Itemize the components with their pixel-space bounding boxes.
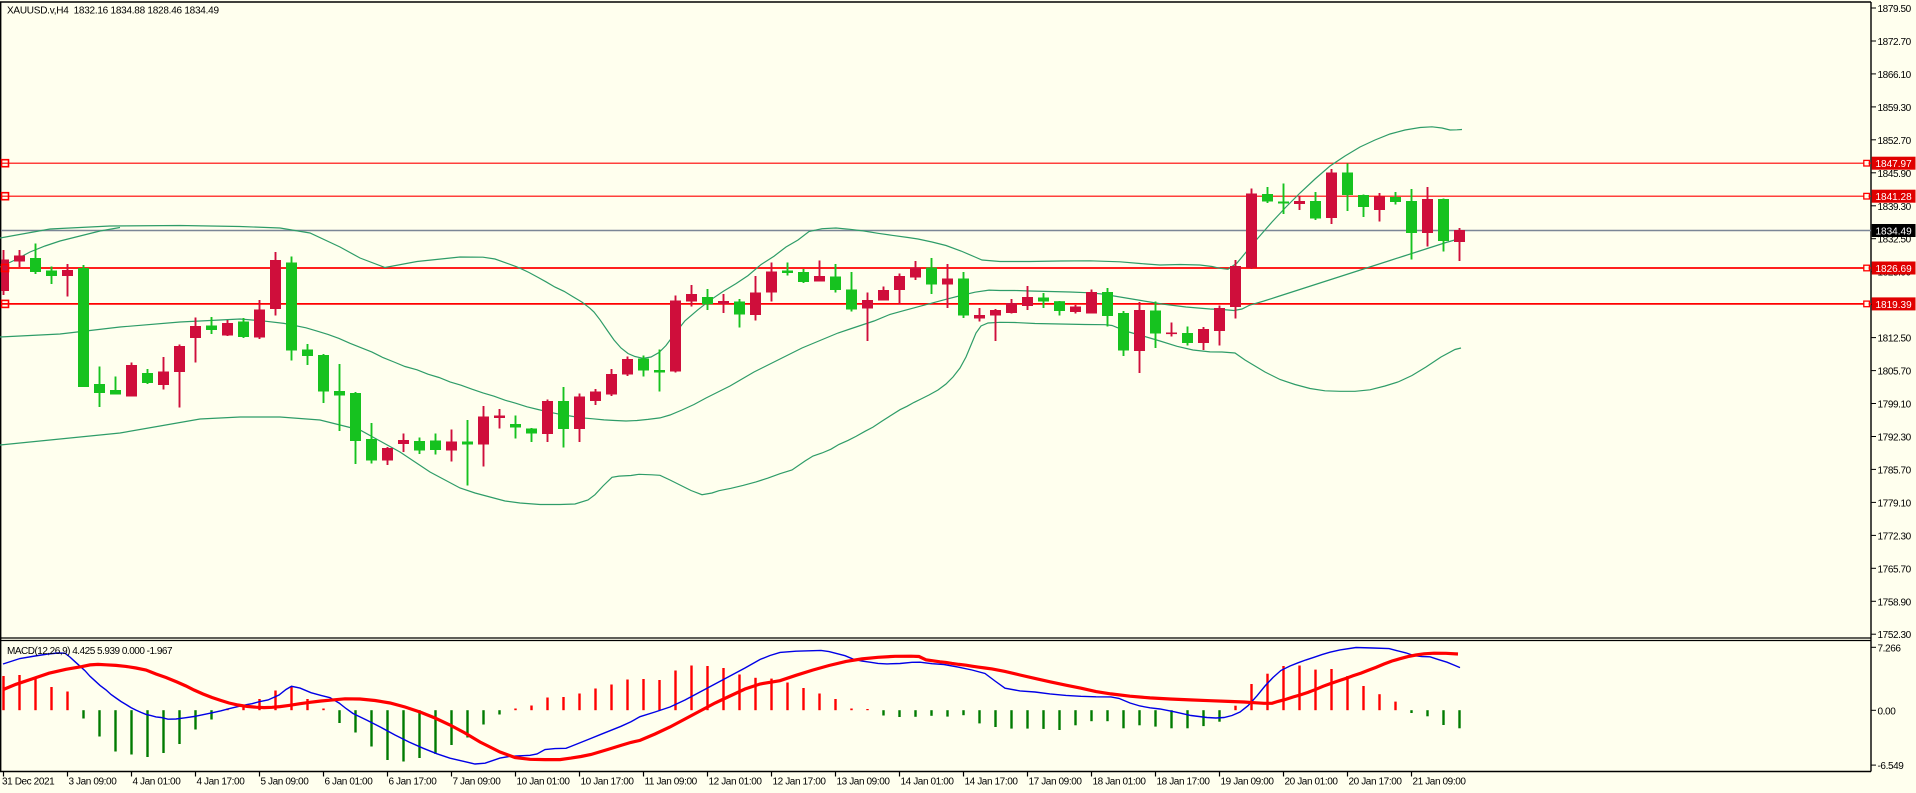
- svg-text:10 Jan 01:00: 10 Jan 01:00: [517, 777, 571, 788]
- svg-text:1845.90: 1845.90: [1878, 169, 1912, 180]
- svg-text:1779.10: 1779.10: [1878, 498, 1912, 509]
- svg-text:4 Jan 01:00: 4 Jan 01:00: [133, 777, 182, 788]
- svg-text:1866.10: 1866.10: [1878, 70, 1912, 81]
- svg-text:19 Jan 09:00: 19 Jan 09:00: [1221, 777, 1275, 788]
- svg-text:1819.39: 1819.39: [1876, 300, 1913, 311]
- svg-text:1839.30: 1839.30: [1878, 202, 1912, 213]
- svg-text:1792.30: 1792.30: [1878, 433, 1912, 444]
- svg-text:1852.70: 1852.70: [1878, 136, 1912, 147]
- svg-text:4 Jan 17:00: 4 Jan 17:00: [197, 777, 246, 788]
- svg-text:1879.50: 1879.50: [1878, 4, 1912, 15]
- svg-text:1752.30: 1752.30: [1878, 630, 1912, 641]
- svg-text:-6.549: -6.549: [1878, 761, 1905, 772]
- svg-text:17 Jan 09:00: 17 Jan 09:00: [1029, 777, 1083, 788]
- svg-text:1799.10: 1799.10: [1878, 400, 1912, 411]
- svg-text:1832.50: 1832.50: [1878, 235, 1912, 246]
- svg-text:1812.50: 1812.50: [1878, 334, 1912, 345]
- svg-text:18 Jan 17:00: 18 Jan 17:00: [1157, 777, 1211, 788]
- svg-text:31 Dec 2021: 31 Dec 2021: [2, 777, 55, 788]
- svg-text:1841.28: 1841.28: [1876, 192, 1913, 203]
- svg-text:12 Jan 17:00: 12 Jan 17:00: [773, 777, 827, 788]
- svg-text:3 Jan 09:00: 3 Jan 09:00: [69, 777, 118, 788]
- svg-text:6 Jan 01:00: 6 Jan 01:00: [325, 777, 374, 788]
- svg-text:14 Jan 01:00: 14 Jan 01:00: [901, 777, 955, 788]
- svg-text:13 Jan 09:00: 13 Jan 09:00: [837, 777, 891, 788]
- svg-text:10 Jan 17:00: 10 Jan 17:00: [581, 777, 635, 788]
- svg-text:1805.70: 1805.70: [1878, 367, 1912, 378]
- svg-text:0.00: 0.00: [1878, 706, 1897, 717]
- svg-text:18 Jan 01:00: 18 Jan 01:00: [1093, 777, 1147, 788]
- svg-text:1872.70: 1872.70: [1878, 37, 1912, 48]
- svg-text:20 Jan 17:00: 20 Jan 17:00: [1349, 777, 1403, 788]
- svg-text:6 Jan 17:00: 6 Jan 17:00: [389, 777, 438, 788]
- svg-text:1826.69: 1826.69: [1876, 264, 1913, 275]
- svg-text:1847.97: 1847.97: [1876, 159, 1913, 170]
- svg-text:21 Jan 09:00: 21 Jan 09:00: [1413, 777, 1467, 788]
- svg-text:20 Jan 01:00: 20 Jan 01:00: [1285, 777, 1339, 788]
- svg-text:11 Jan 09:00: 11 Jan 09:00: [645, 777, 698, 788]
- svg-text:7.266: 7.266: [1878, 643, 1902, 654]
- svg-text:12 Jan 01:00: 12 Jan 01:00: [709, 777, 763, 788]
- svg-text:1785.70: 1785.70: [1878, 465, 1912, 476]
- svg-text:1758.90: 1758.90: [1878, 597, 1912, 608]
- svg-text:MACD(12,26,9) 4.425 5.939 0.00: MACD(12,26,9) 4.425 5.939 0.000 -1.967: [7, 646, 173, 657]
- svg-text:1834.49: 1834.49: [1876, 227, 1913, 238]
- svg-text:14 Jan 17:00: 14 Jan 17:00: [965, 777, 1019, 788]
- svg-text:5 Jan 09:00: 5 Jan 09:00: [261, 777, 310, 788]
- svg-text:1772.30: 1772.30: [1878, 531, 1912, 542]
- svg-text:1765.70: 1765.70: [1878, 564, 1912, 575]
- svg-text:1859.30: 1859.30: [1878, 103, 1912, 114]
- svg-text:XAUUSD.v,H4 1832.16 1834.88 1: XAUUSD.v,H4 1832.16 1834.88 1828.46 1834…: [7, 6, 219, 17]
- svg-text:7 Jan 09:00: 7 Jan 09:00: [453, 777, 502, 788]
